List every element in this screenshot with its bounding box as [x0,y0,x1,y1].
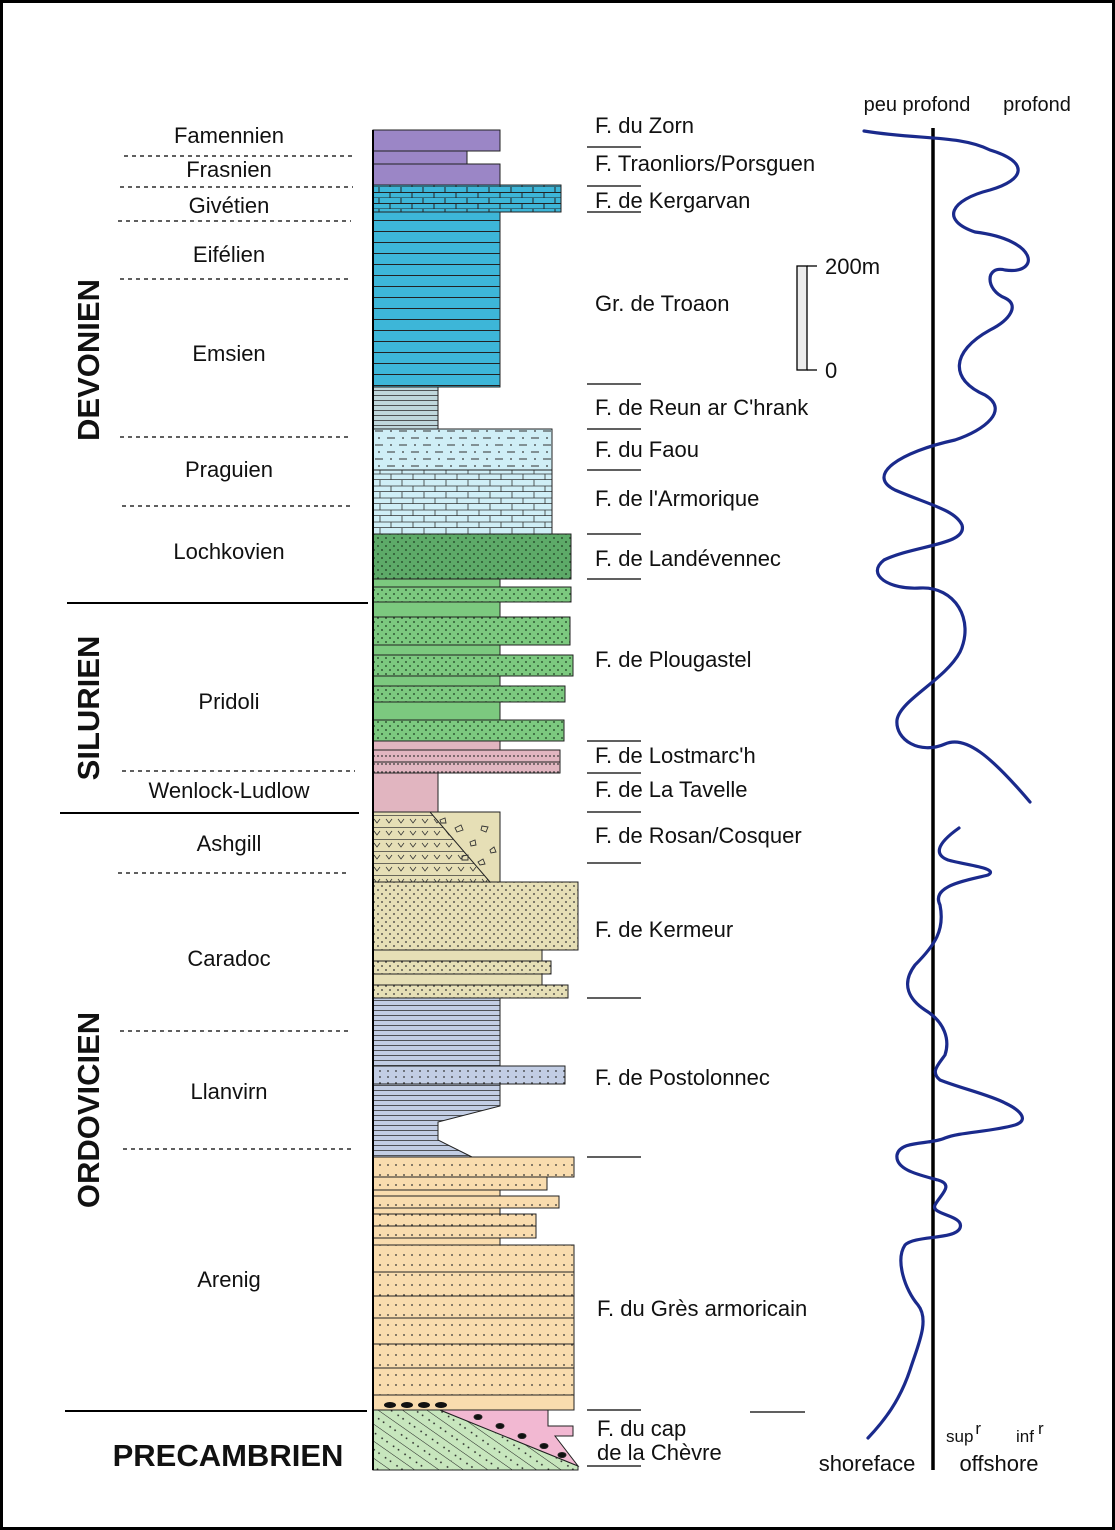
formation-label: F. de Reun ar C'hrank [595,395,809,420]
bed-landevennec [372,533,572,580]
stage-label: Ashgill [197,831,262,856]
stage-label: Praguien [185,457,273,482]
bed-gres-1 [372,1156,575,1178]
bed-lostmarch-1 [372,740,501,751]
formation-label: F. de La Tavelle [595,777,747,802]
bed-gres-8 [372,1237,501,1246]
period-precambrien: PRECAMBRIEN [113,1438,344,1473]
formation-label: F. de Lostmarc'h [595,743,756,768]
bed-kermeur-2 [372,949,543,962]
bed-postolonnec-1 [372,997,501,1067]
bed-gres-6 [372,1213,537,1227]
formation-label: F. du Zorn [595,113,694,138]
formation-label: F. de Landévennec [595,546,781,571]
bed-reun-ar-chrank [372,386,439,430]
inf-text: inf [1016,1427,1034,1446]
scale-bar-top-label: 200m [825,254,880,279]
bed-traonliors-2 [372,163,501,186]
stage-label: Llanvirn [190,1079,267,1104]
bathymetry-bottom-left-label: shoreface [819,1451,916,1476]
bed-postolonnec-3 [372,1083,501,1158]
bed-gres-3 [372,1189,501,1197]
bed-cap-de-la-chevre [439,1409,580,1468]
bed-lostmarch-2 [372,749,561,763]
conglomerate-pebbles [384,1402,447,1408]
formation-label: F. de Rosan/Cosquer [595,823,802,848]
bed-troaon [372,211,501,388]
stage-label: Arenig [197,1267,261,1292]
formation-label: F. du Faou [595,437,699,462]
lithology-column [372,129,580,1471]
period-boundaries [60,602,368,1412]
bed-plougastel-4 [372,616,571,646]
formation-label: F. du cap [597,1416,686,1441]
stage-label: Frasnien [186,157,272,182]
bed-traonliors-1 [372,150,468,165]
sup-r-text: r [975,1419,981,1438]
bed-kermeur-4 [372,973,543,986]
bed-faou [372,428,553,471]
formation-boundary-ticks [587,146,805,1467]
stage-boundaries [118,155,355,1150]
formation-label: F. de l'Armorique [595,486,759,511]
bed-plougastel-5 [372,644,501,656]
cap-pebbles [473,1414,567,1458]
bed-kermeur-5 [372,984,569,999]
bed-gres-9 [372,1244,575,1396]
bed-kergarvan [372,184,562,213]
formation-label: F. de Kergarvan [595,188,750,213]
bed-plougastel-7 [372,675,501,687]
bathymetry-sup-label: sup r [946,1419,981,1446]
period-devonien: DEVONIEN [71,279,106,441]
stage-label: Famennien [174,123,284,148]
bed-gres-7 [372,1225,537,1239]
formation-label: F. de Postolonnec [595,1065,770,1090]
bed-armorique [372,469,553,535]
bed-gres-2 [372,1176,548,1191]
bed-plougastel-6 [372,654,574,677]
stage-label: Pridoli [198,689,259,714]
bed-zorn [372,129,501,152]
bathymetry-top-right-label: profond [1003,94,1071,116]
formation-label: F. de Plougastel [595,647,752,672]
scale-bar [796,265,817,371]
bed-plougastel-3 [372,601,501,618]
bathymetry-inf-label: inf r [1016,1419,1044,1446]
bed-kermeur-3 [372,960,552,975]
sup-text: sup [946,1427,973,1446]
bed-plougastel-8 [372,685,566,703]
formation-label: F. du Grès armoricain [597,1296,807,1321]
bed-plougastel-2 [372,586,572,603]
formation-label: Gr. de Troaon [595,291,730,316]
scale-bar-bottom-label: 0 [825,358,837,383]
stage-label: Lochkovien [173,539,284,564]
bed-plougastel-1 [372,578,501,588]
inf-r-text: r [1038,1419,1044,1438]
period-silurien: SILURIEN [71,636,106,781]
bed-gres-5 [372,1207,501,1215]
stage-label: Wenlock-Ludlow [148,778,309,803]
bathymetry-bottom-right-label: offshore [959,1451,1038,1476]
bathymetry-top-left-label: peu profond [864,94,971,116]
bed-gres-10 [372,1394,575,1411]
bed-lostmarch-3 [372,761,561,774]
stage-label: Emsien [192,341,265,366]
bed-gres-4 [372,1195,560,1209]
formation-label: F. de Kermeur [595,917,733,942]
formation-label: F. Traonliors/Porsguen [595,151,815,176]
bed-la-tavelle [372,772,439,813]
sea-level-curve [862,129,1032,1440]
stage-label: Eifélien [193,242,265,267]
bed-plougastel-9 [372,701,501,721]
bed-plougastel-10 [372,719,565,742]
bed-kermeur-1 [372,881,579,951]
stage-label: Givétien [189,193,270,218]
formation-label: de la Chèvre [597,1440,722,1465]
rosan-clasts [439,817,497,866]
period-ordovicien: ORDOVICIEN [71,1012,106,1208]
bed-postolonnec-2 [372,1065,566,1085]
stage-label: Caradoc [187,946,270,971]
